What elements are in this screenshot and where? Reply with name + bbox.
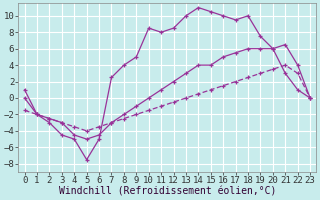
X-axis label: Windchill (Refroidissement éolien,°C): Windchill (Refroidissement éolien,°C): [59, 187, 276, 197]
